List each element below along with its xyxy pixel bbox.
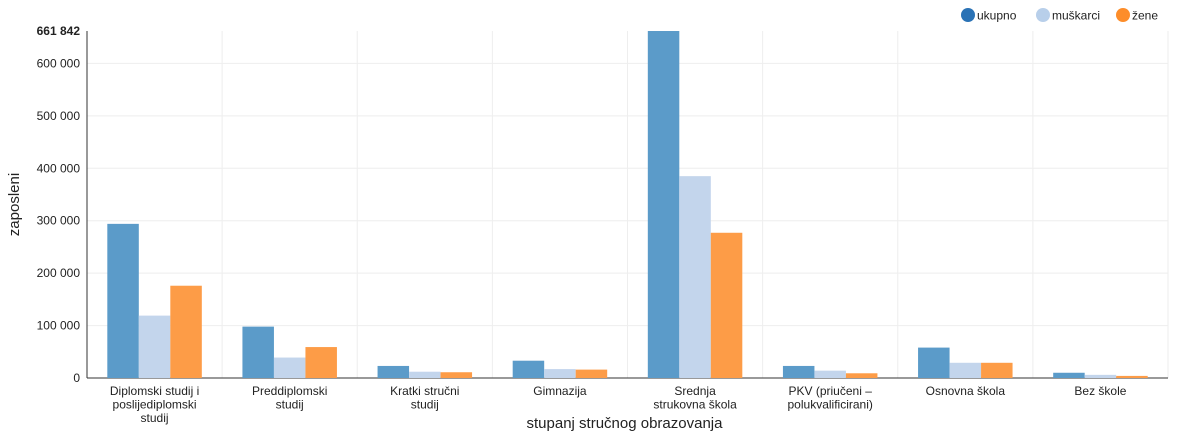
x-category-label: Gimnazija [533,384,587,398]
bar-ukupno [242,326,274,378]
bar-ukupno [107,223,139,378]
bar-muškarci [679,176,711,378]
legend-marker-muškarci [1036,8,1050,22]
legend-label-žene: žene [1132,9,1158,23]
x-category-label: Preddiplomski [252,384,327,398]
y-axis-title: zaposleni [6,173,23,236]
y-tick-label: 400 000 [37,161,81,175]
x-category-label: strukovna škola [653,398,737,412]
y-tick-label: 500 000 [37,109,81,123]
bar-žene [1116,375,1148,378]
y-tick-label: 600 000 [37,56,81,70]
y-tick-label: 100 000 [37,319,81,333]
x-category-label: PKV (priučeni – [789,384,873,398]
legend-marker-ukupno [961,8,975,22]
x-category-label: studij [411,398,439,412]
x-category-label: Diplomski studij i [110,384,199,398]
bar-žene [170,285,202,378]
bar-muškarci [138,315,171,378]
bar-ukupno [782,365,815,378]
x-category-label: Srednja [674,384,716,398]
bar-ukupno [918,347,950,378]
bar-žene [710,232,743,378]
x-category-label: Osnovna škola [926,384,1006,398]
bar-žene [845,373,878,378]
bar-ukupno [377,365,410,378]
y-max-label: 661 842 [37,24,81,38]
bar-ukupno [512,360,545,378]
legend-label-ukupno: ukupno [977,9,1017,23]
bar-žene [981,362,1013,378]
bar-ukupno [647,31,680,378]
bar-žene [575,369,608,378]
bar-žene [305,347,337,378]
bar-muškarci [544,369,576,378]
x-axis-title: stupanj stručnog obrazovanja [527,415,724,432]
bar-žene [440,372,473,378]
x-category-label: studij [276,398,304,412]
x-category-label: studij [141,411,169,425]
bar-muškarci [409,371,441,378]
legend-label-muškarci: muškarci [1052,9,1100,23]
bar-muškarci [273,357,306,378]
y-tick-label: 200 000 [37,266,81,280]
x-category-label: poslijediplomski [113,398,197,412]
bar-muškarci [814,370,846,378]
x-category-label: Bez škole [1074,384,1126,398]
x-category-label: Kratki stručni [390,384,459,398]
y-tick-label: 300 000 [37,214,81,228]
x-category-label: polukvalificirani) [788,398,873,412]
bar-ukupno [1053,372,1085,378]
legend-marker-žene [1116,8,1130,22]
bar-muškarci [949,362,982,378]
y-tick-label: 0 [73,371,80,385]
bar-muškarci [1084,374,1117,378]
